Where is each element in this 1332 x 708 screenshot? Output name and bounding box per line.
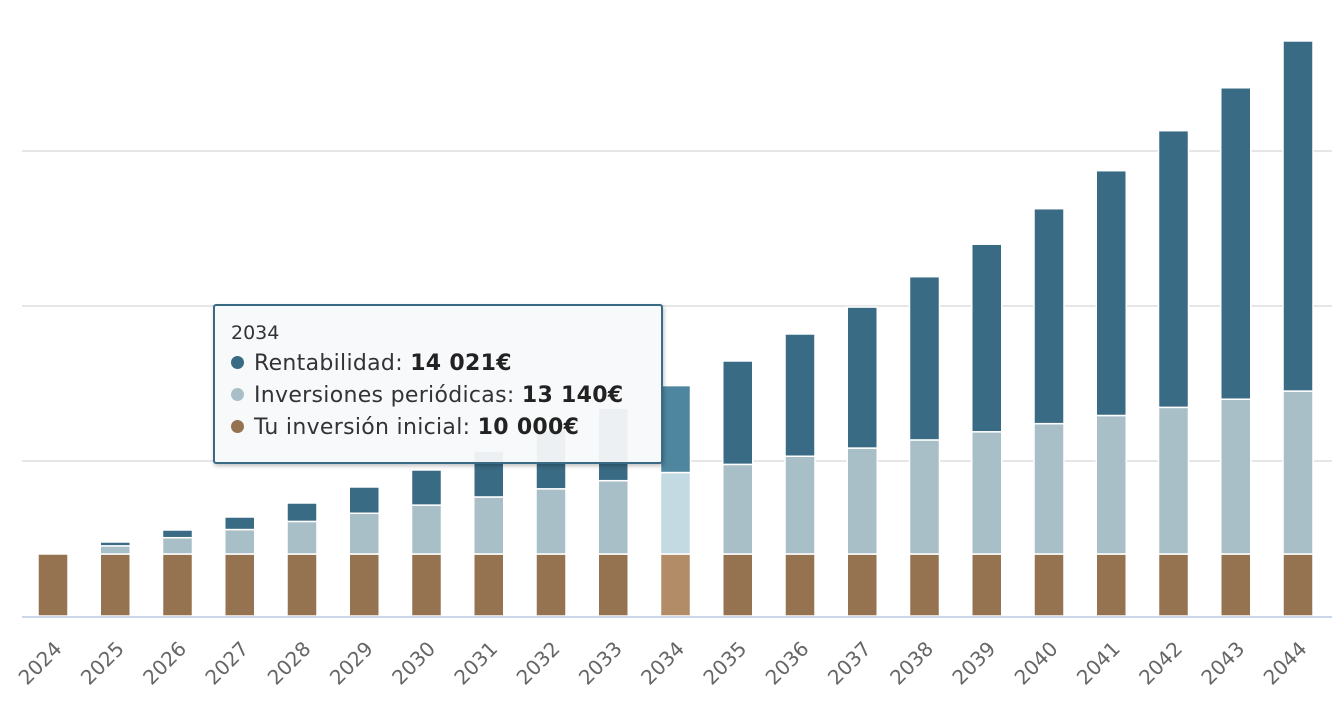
bar-segment-tu-inversi-n-inicial-2034[interactable] [659, 553, 692, 617]
bar-segment-inversiones-peri-dicas-2040[interactable] [1033, 422, 1065, 555]
x-tick-label: 2038 [885, 637, 938, 690]
x-tick-label: 2036 [761, 637, 814, 690]
bar-segment-tu-inversi-n-inicial-2035[interactable] [722, 553, 754, 617]
bar-segment-inversiones-peri-dicas-2043[interactable] [1220, 398, 1252, 555]
bar-segment-rentabilidad-2029[interactable] [348, 486, 380, 515]
tooltip: 2034 Rentabilidad: 14 021€ Inversiones p… [213, 304, 663, 464]
bar-segment-tu-inversi-n-inicial-2024[interactable] [37, 553, 69, 617]
bars [37, 40, 1314, 617]
x-tick-label: 2026 [138, 637, 191, 690]
tooltip-row-inversion-inicial: Tu inversión inicial: 10 000€ [231, 412, 645, 444]
bar-segment-rentabilidad-2026[interactable] [161, 529, 194, 539]
tooltip-value: 10 000€ [477, 415, 580, 440]
bar-segment-inversiones-peri-dicas-2042[interactable] [1157, 406, 1190, 555]
bar-segment-rentabilidad-2034[interactable] [659, 384, 692, 474]
tooltip-title: 2034 [231, 322, 280, 344]
bar-segment-inversiones-peri-dicas-2031[interactable] [473, 496, 505, 555]
bar-segment-rentabilidad-2044[interactable] [1282, 40, 1314, 392]
bar-segment-inversiones-peri-dicas-2028[interactable] [286, 520, 318, 555]
bar-segment-inversiones-peri-dicas-2025[interactable] [99, 545, 131, 555]
bar-segment-rentabilidad-2025[interactable] [99, 541, 131, 547]
bar-segment-rentabilidad-2035[interactable] [722, 360, 754, 466]
bar-segment-tu-inversi-n-inicial-2043[interactable] [1220, 553, 1252, 617]
x-tick-label: 2024 [14, 637, 67, 690]
tooltip-row-inversiones-periodicas: Inversiones periódicas: 13 140€ [231, 380, 645, 412]
bar-segment-tu-inversi-n-inicial-2039[interactable] [971, 553, 1003, 617]
bar-segment-rentabilidad-2039[interactable] [971, 243, 1003, 433]
bar-segment-inversiones-peri-dicas-2039[interactable] [971, 431, 1003, 555]
tooltip-row-rentabilidad: Rentabilidad: 14 021€ [231, 348, 645, 380]
x-tick-label: 2040 [1010, 637, 1063, 690]
x-tick-label: 2039 [947, 637, 1000, 690]
tooltip-label: Inversiones periódicas: [254, 383, 522, 408]
bar-segment-tu-inversi-n-inicial-2032[interactable] [535, 553, 567, 617]
bar-segment-tu-inversi-n-inicial-2031[interactable] [473, 553, 505, 617]
x-tick-label: 2027 [200, 637, 253, 690]
bar-segment-rentabilidad-2036[interactable] [784, 333, 816, 457]
x-tick-label: 2041 [1072, 637, 1125, 690]
bar-segment-tu-inversi-n-inicial-2037[interactable] [846, 553, 878, 617]
bar-segment-rentabilidad-2038[interactable] [908, 275, 941, 441]
x-tick-label: 2033 [574, 637, 627, 690]
bar-segment-rentabilidad-2040[interactable] [1033, 207, 1065, 425]
bar-segment-tu-inversi-n-inicial-2026[interactable] [161, 553, 194, 617]
bar-segment-tu-inversi-n-inicial-2030[interactable] [410, 553, 443, 617]
bar-segment-inversiones-peri-dicas-2035[interactable] [722, 463, 754, 555]
bar-segment-inversiones-peri-dicas-2030[interactable] [410, 504, 443, 555]
bar-segment-tu-inversi-n-inicial-2041[interactable] [1095, 553, 1127, 617]
bar-segment-inversiones-peri-dicas-2036[interactable] [784, 455, 816, 555]
x-tick-label: 2044 [1259, 637, 1312, 690]
bar-segment-inversiones-peri-dicas-2044[interactable] [1282, 390, 1314, 555]
bar-segment-tu-inversi-n-inicial-2028[interactable] [286, 553, 318, 617]
bar-segment-rentabilidad-2042[interactable] [1157, 129, 1190, 409]
tooltip-label: Rentabilidad: [254, 351, 411, 376]
bar-segment-tu-inversi-n-inicial-2044[interactable] [1282, 553, 1314, 617]
bar-segment-rentabilidad-2041[interactable] [1095, 169, 1127, 417]
x-tick-label: 2025 [76, 637, 129, 690]
bar-segment-inversiones-peri-dicas-2029[interactable] [348, 512, 380, 555]
x-tick-label: 2031 [449, 637, 502, 690]
bar-segment-tu-inversi-n-inicial-2042[interactable] [1157, 553, 1190, 617]
series-dot-icon [231, 388, 244, 401]
bar-segment-rentabilidad-2037[interactable] [846, 306, 878, 449]
bar-segment-inversiones-peri-dicas-2041[interactable] [1095, 414, 1127, 555]
bar-segment-tu-inversi-n-inicial-2029[interactable] [348, 553, 380, 617]
x-tick-label: 2030 [387, 637, 440, 690]
bar-segment-rentabilidad-2027[interactable] [224, 516, 256, 531]
tooltip-value: 13 140€ [521, 383, 624, 408]
x-axis-labels: 2024 2025 2026 2027 2028 2029 2030 2031 2032 2033… [14, 637, 1312, 690]
bar-segment-inversiones-peri-dicas-2026[interactable] [161, 536, 194, 555]
x-tick-label: 2029 [325, 637, 378, 690]
bar-segment-tu-inversi-n-inicial-2036[interactable] [784, 553, 816, 617]
bar-segment-tu-inversi-n-inicial-2038[interactable] [908, 553, 941, 617]
bar-segment-tu-inversi-n-inicial-2025[interactable] [99, 553, 131, 617]
bar-segment-inversiones-peri-dicas-2032[interactable] [535, 488, 567, 555]
bar-segment-inversiones-peri-dicas-2037[interactable] [846, 447, 878, 555]
x-tick-label: 2028 [263, 637, 316, 690]
bar-segment-inversiones-peri-dicas-2027[interactable] [224, 528, 256, 555]
bar-segment-inversiones-peri-dicas-2033[interactable] [597, 479, 629, 555]
bar-segment-rentabilidad-2043[interactable] [1220, 87, 1252, 400]
series-dot-icon [231, 356, 244, 369]
series-dot-icon [231, 420, 244, 433]
x-tick-label: 2037 [823, 637, 876, 690]
bar-segment-tu-inversi-n-inicial-2033[interactable] [597, 553, 629, 617]
tooltip-value: 14 021€ [410, 351, 512, 376]
x-tick-label: 2043 [1196, 637, 1249, 690]
x-tick-label: 2035 [698, 637, 751, 690]
bar-segment-inversiones-peri-dicas-2038[interactable] [908, 439, 941, 555]
x-tick-label: 2032 [512, 637, 565, 690]
bar-segment-tu-inversi-n-inicial-2027[interactable] [224, 553, 256, 617]
bar-segment-rentabilidad-2030[interactable] [410, 469, 443, 506]
x-tick-label: 2034 [636, 637, 689, 690]
bar-segment-rentabilidad-2028[interactable] [286, 502, 318, 523]
bar-segment-inversiones-peri-dicas-2034[interactable] [659, 471, 692, 555]
x-tick-label: 2042 [1134, 637, 1187, 690]
bar-segment-tu-inversi-n-inicial-2040[interactable] [1033, 553, 1065, 617]
tooltip-label: Tu inversión inicial: [254, 415, 478, 440]
